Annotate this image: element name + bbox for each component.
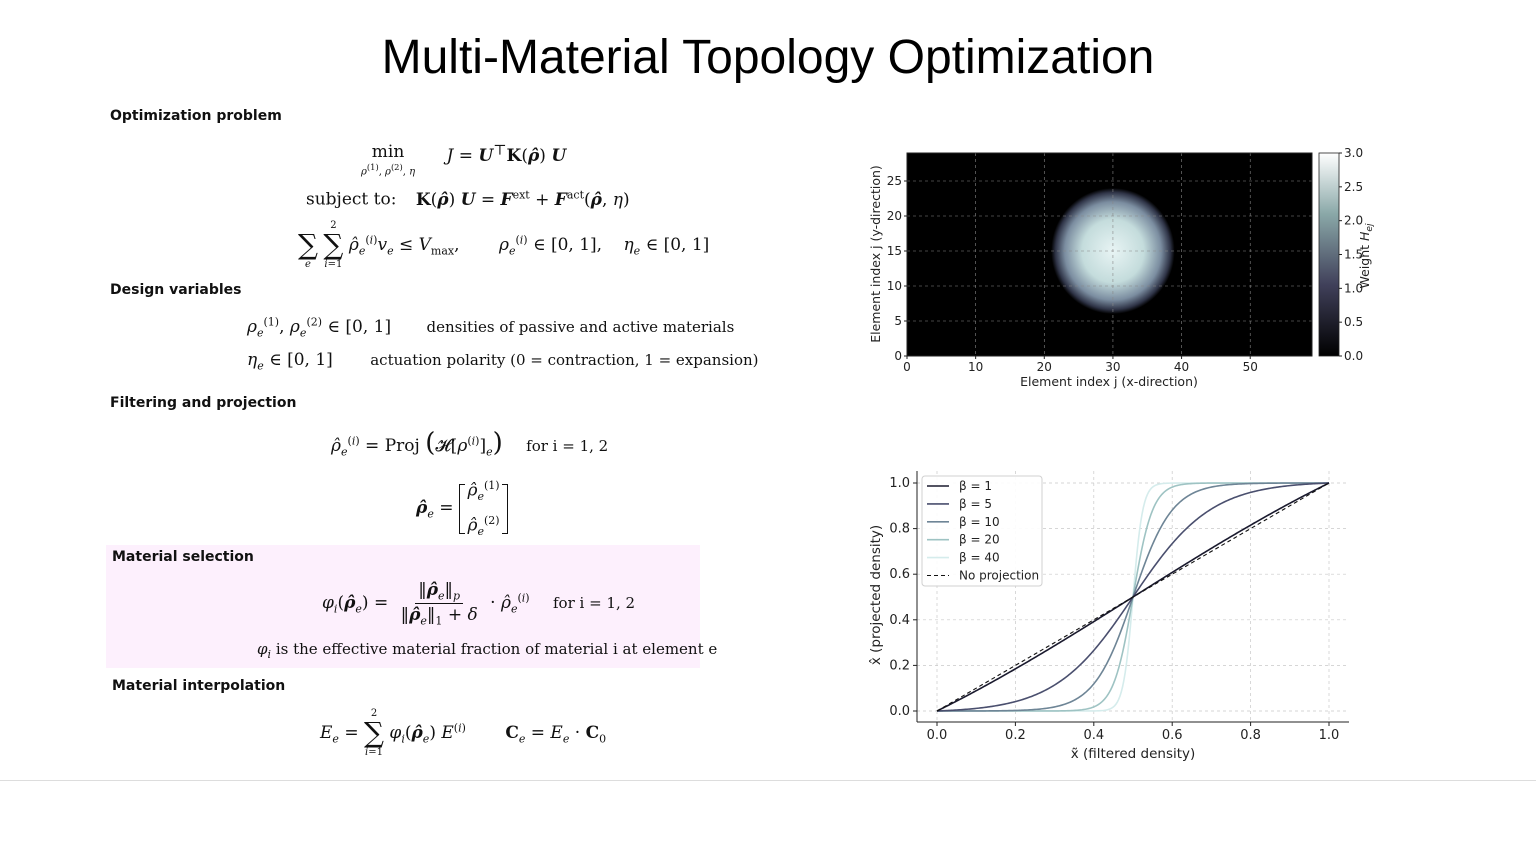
heatmap-y-tick-label: 20 (887, 209, 902, 223)
projection-equation: ρ̂e(i) = Proj (𝓗[ρ(i)]e) for i = 1, 2 (331, 428, 609, 459)
filter-kernel-heatmap: 0 10 20 30 40 50 0 5 10 15 20 25 0.0 0.5 1.0 1.5 2.0 2.5… (868, 146, 1375, 389)
colorbar-tick-label: 0.5 (1344, 315, 1363, 329)
legend-entry: β = 20 (959, 533, 1000, 547)
projection-x-tick-label: 1.0 (1319, 728, 1340, 743)
fraction-note: φi is the effective material fraction of… (257, 640, 718, 661)
projection-x-tick-label: 0.8 (1240, 728, 1261, 743)
legend-entry: β = 10 (959, 515, 1000, 529)
projection-y-tick-label: 0.8 (889, 522, 910, 537)
projection-y-tick-label: 1.0 (889, 476, 910, 491)
polarity-description: actuation polarity (0 = contraction, 1 =… (370, 351, 759, 369)
colorbar-tick-label: 1.5 (1344, 248, 1363, 262)
material-selection-highlight (106, 545, 700, 668)
fraction-description: is the effective material fraction of ma… (275, 640, 718, 658)
heatmap-frame (906, 152, 1313, 357)
for-i-label-1: for i = 1, 2 (526, 437, 609, 455)
legend-entry: β = 5 (959, 497, 992, 511)
projection-x-tick-label: 0.2 (1005, 728, 1026, 743)
heatmap-y-tick-label: 15 (887, 244, 902, 258)
projection-x-tick-label: 0.4 (1083, 728, 1104, 743)
heatmap-x-tick-label: 30 (1105, 360, 1120, 374)
min-label: min (371, 142, 405, 162)
projection-y-tick-label: 0.0 (889, 704, 910, 719)
legend-entry: β = 40 (959, 551, 1000, 565)
heatmap-x-tick-label: 0 (903, 360, 911, 374)
section-heading-design: Design variables (110, 282, 242, 298)
heatmap-y-tick-label: 0 (894, 349, 902, 363)
subject-to-label: subject to: (306, 189, 397, 210)
heatmap-y-label: Element index j (y-direction) (868, 165, 883, 343)
colorbar-tick-label: 2.5 (1344, 180, 1363, 194)
projection-x-tick-label: 0.6 (1162, 728, 1183, 743)
heatmap-y-tick-label: 25 (887, 174, 902, 188)
bottom-divider (0, 780, 1536, 781)
projection-chart: 0.0 0.2 0.4 0.6 0.8 1.0 0.0 0.2 0.4 0.6 0.8 1.0 β =… (868, 471, 1349, 762)
polarity-variable: ηe ∈ [0, 1] actuation polarity (0 = cont… (247, 350, 759, 373)
colorbar-tick-label: 1.0 (1344, 281, 1363, 295)
heatmap-y-tick-label: 5 (894, 314, 902, 328)
heatmap-x-tick-label: 40 (1174, 360, 1189, 374)
projection-series-line (936, 482, 1330, 712)
projection-y-tick-label: 0.4 (889, 613, 910, 628)
heatmap-y-tick-label: 10 (887, 279, 902, 293)
objective-equation: min ρ(1), ρ(2), η J = U⊤K(ρ̂) U (361, 142, 567, 178)
projection-x-label: x̃ (filtered density) (1071, 746, 1196, 762)
proj-label: Proj (384, 436, 420, 456)
densities-description: densities of passive and active material… (426, 317, 735, 336)
density-variables: ρe(1), ρe(2) ∈ [0, 1] densities of passi… (247, 315, 735, 340)
slide-title: Multi-Material Topology Optimization (381, 31, 1155, 84)
equilibrium-constraint: subject to: K(ρ̂) U = Fext + Fact(ρ̂, η) (306, 188, 630, 210)
colorbar-tick-label: 2.0 (1344, 214, 1363, 228)
section-heading-interpolation: Material interpolation (112, 678, 286, 694)
projection-x-tick-label: 0.0 (927, 728, 948, 743)
heatmap-x-tick-label: 20 (1037, 360, 1052, 374)
legend-entry: β = 1 (959, 479, 992, 493)
section-heading-selection: Material selection (112, 549, 254, 565)
interpolation-equation: Ee = 2 ∑ i=1 φi(ρ̂e) E(i) Ce = Ee · C0 (320, 708, 607, 758)
density-vector: ρ̂e = ρ̂e(1) ρ̂e(2) (416, 474, 508, 544)
volume-constraint: ∑ e 2 ∑ i=1 ρ̂e(i)ve ≤ Vmax, ρe(i) ∈ [0, 1]… (298, 220, 710, 270)
projection-y-label: x̂ (projected density) (868, 525, 884, 665)
heatmap-x-tick-label: 10 (968, 360, 983, 374)
for-i-label-2: for i = 1, 2 (553, 594, 636, 613)
legend-box (921, 475, 1043, 587)
heatmap-x-tick-label: 50 (1243, 360, 1258, 374)
section-heading-optimization: Optimization problem (110, 108, 282, 124)
heatmap-x-label: Element index j (x-direction) (1020, 374, 1198, 389)
colorbar-label: Weight Hej (1357, 223, 1375, 288)
projection-y-tick-label: 0.6 (889, 567, 910, 582)
colorbar (1318, 152, 1340, 357)
selection-equation: φi(ρ̂e) = ‖ρ̂e‖p ‖ρ̂e‖1 + δ · ρ̂e(i) for … (322, 580, 636, 628)
legend-entry: No projection (959, 569, 1039, 583)
section-heading-filtering: Filtering and projection (110, 395, 297, 411)
colorbar-tick-label: 0.0 (1344, 349, 1363, 363)
colorbar-tick-label: 3.0 (1344, 146, 1363, 160)
projection-y-tick-label: 0.2 (889, 658, 910, 673)
